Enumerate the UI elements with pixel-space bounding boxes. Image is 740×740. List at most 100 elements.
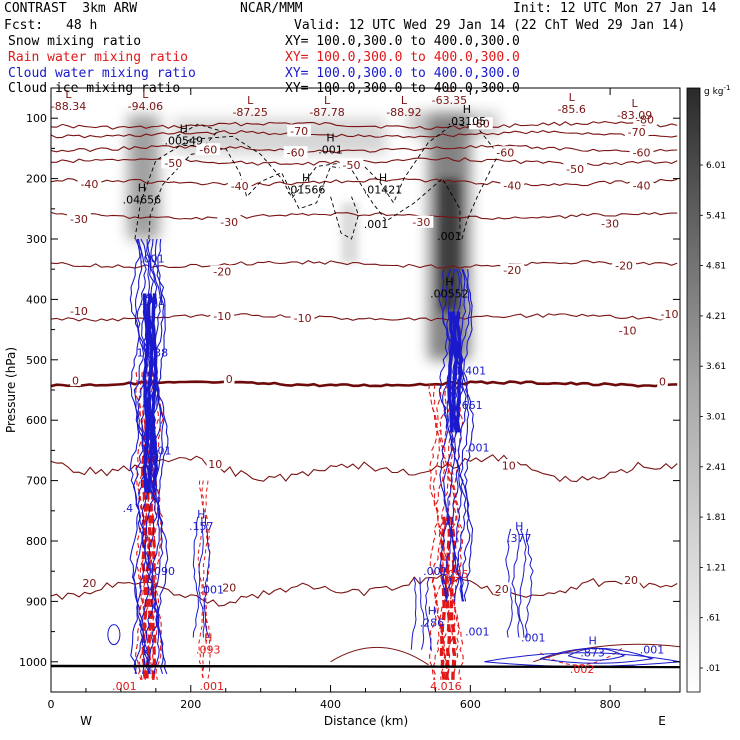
cloud-east-5 [456, 269, 467, 602]
extremum-value: .001 [364, 218, 389, 231]
temp-label: -30 [412, 216, 430, 229]
extremum-value: .377 [507, 532, 532, 545]
extremum-value: .001 [437, 230, 462, 243]
temp-label: -20 [213, 266, 231, 279]
temp-label: -30 [220, 216, 238, 229]
temp-label-bg [615, 323, 640, 336]
extremum-mark: L [446, 82, 453, 95]
extremum-value: 1.138 [137, 347, 169, 360]
temp-contour-m30 [51, 211, 678, 221]
extremum-value: -94.06 [128, 100, 163, 113]
temp-label-bg [624, 125, 649, 138]
snow-plume-mid [341, 202, 359, 264]
temp-label: -50 [164, 157, 182, 170]
extremum-mark: H [138, 182, 146, 195]
temp-contour-m20 [51, 259, 678, 269]
temp-label: -40 [80, 178, 98, 191]
extremum-value: .001 [465, 441, 490, 454]
extremum-mark: H [428, 605, 436, 618]
temp-label: -20 [503, 264, 521, 277]
cloud-east-core-2 [455, 311, 463, 433]
cloud-surface-layer-2 [567, 647, 626, 661]
temp-label-bg [77, 177, 102, 190]
extremum-mark: L [569, 91, 576, 104]
ice-contour-1 [148, 147, 461, 240]
temp-label: 20 [495, 583, 509, 596]
legend-cloud-xy: XY= 100.0,300.0 to 400.0,300.0 [285, 66, 520, 81]
temp-label: -10 [661, 308, 679, 321]
extremum-value: .093 [196, 644, 221, 657]
temp-label: -10 [294, 312, 312, 325]
colorbar-tick-label: 3.01 [706, 413, 726, 423]
extremum-mark: H [204, 632, 212, 645]
temp-label-bg [500, 459, 518, 472]
temp-label-bg [657, 375, 668, 388]
legend-cloud-label: Cloud water mixing ratio [8, 66, 196, 81]
cloud-west-6 [150, 238, 162, 675]
colorbar-tick-label: .01 [706, 664, 720, 674]
extremum-value: .03105 [448, 115, 487, 128]
cloud-east2-3 [524, 528, 534, 638]
temp-label: -50 [343, 159, 361, 172]
temp-label-bg [563, 162, 588, 175]
colorbar-tick-label: 6.01 [706, 161, 726, 171]
y-tick-label: 200 [26, 173, 47, 186]
extremum-value: .4 [123, 502, 134, 515]
x-tick-label: 200 [180, 698, 201, 711]
header-center: NCAR/MMM [240, 1, 303, 16]
extremum-value: .157 [189, 520, 214, 533]
extremum-value: .002 [570, 663, 595, 676]
temp-label-bg [227, 179, 252, 192]
extremum-mark: H [379, 171, 387, 184]
extremum-mark: L [401, 94, 408, 107]
y-tick-label: 1000 [19, 656, 47, 669]
x-end-east: E [658, 714, 666, 728]
y-tick-label: 600 [26, 414, 47, 427]
header-init: Init: 12 UTC Mon 27 Jan 14 [513, 1, 717, 16]
y-tick-label: 400 [26, 293, 47, 306]
temp-label: 0 [72, 374, 79, 387]
temp-contour-m40 [51, 177, 678, 187]
extremum-mark: L [324, 94, 331, 107]
temp-label: 10 [502, 460, 516, 473]
extremum-value: .001 [199, 583, 224, 596]
cloud-west2-0 [192, 516, 199, 638]
cloud-surface-layer-1 [540, 647, 654, 664]
cloud-west2-1 [198, 516, 205, 638]
cloud-west-2 [136, 238, 148, 674]
snow-plume-east-core [438, 178, 460, 312]
header-fcst-label: Fcst: [4, 18, 44, 33]
temp-label: -60 [287, 147, 305, 160]
colorbar-tick-label: 4.21 [706, 312, 726, 322]
extremum-value: .095 [444, 568, 469, 581]
cloud-east3-1 [419, 577, 425, 650]
temp-label: -10 [619, 324, 637, 337]
cloud-west-core-0 [142, 293, 150, 493]
cloud-east-6 [459, 269, 471, 602]
rain-east-core-0 [439, 516, 447, 681]
rain-west-5 [150, 371, 159, 680]
temp-label-bg [206, 457, 224, 470]
temp-label: 0 [659, 376, 666, 389]
temp-label-bg [210, 309, 235, 322]
extremum-value: .01566 [287, 183, 326, 196]
plot-area [51, 112, 680, 681]
extremum-mark: L [142, 88, 149, 101]
extremum-value: .286 [420, 617, 445, 630]
rain-east-core-1 [444, 516, 452, 680]
temp-contour-m70 [51, 130, 678, 139]
x-tick-label: 0 [48, 698, 55, 711]
ice-contour-3 [176, 123, 220, 146]
rain-west2-1 [201, 480, 209, 680]
colorbar-tick-label: 4.81 [706, 262, 726, 272]
extremum-value: .001 [318, 144, 343, 157]
header-fcst-value: 48 h [66, 18, 98, 33]
temp-label: 20 [624, 574, 638, 587]
temp-label-bg [80, 576, 99, 589]
temp-label: -40 [503, 179, 521, 192]
cloud-east2-2 [518, 528, 527, 638]
temp-label-bg [629, 178, 654, 191]
extremum-value: .001 [465, 626, 490, 639]
x-axis: 0 200 400 600 800 [48, 88, 646, 711]
colorbar-tick-label: 1.81 [706, 513, 726, 523]
